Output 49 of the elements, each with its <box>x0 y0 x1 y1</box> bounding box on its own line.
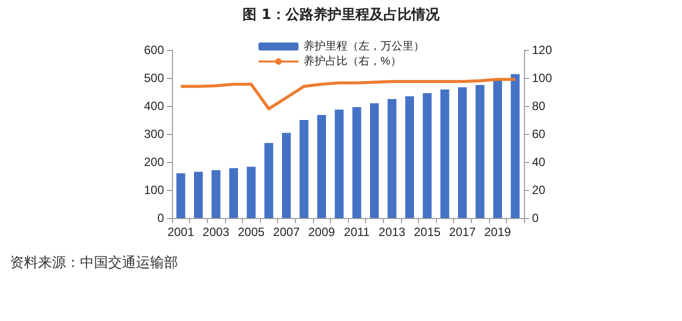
y2-tick-label: 60 <box>532 127 546 141</box>
x-tick-label: 2003 <box>202 225 230 239</box>
y-tick-label: 500 <box>144 71 164 85</box>
x-tick-label: 2005 <box>238 225 265 239</box>
x-tick-label: 2019 <box>484 225 512 239</box>
bar <box>212 170 220 218</box>
y2-tick-label: 20 <box>532 183 546 197</box>
bar <box>246 166 256 218</box>
chart-title: 图 1：公路养护里程及占比情况 <box>242 6 440 24</box>
bar <box>388 99 396 218</box>
x-tick-label: 2009 <box>308 225 336 239</box>
legend-label: 养护里程（左，万公里） <box>304 40 424 52</box>
x-tick-label: 2017 <box>449 225 476 239</box>
bar <box>176 173 186 218</box>
bar <box>300 120 308 218</box>
bar <box>317 114 326 218</box>
x-tick-label: 2013 <box>378 225 406 239</box>
x-tick-label: 2001 <box>167 225 194 239</box>
bar <box>352 107 362 218</box>
y-tick-label: 300 <box>144 127 164 141</box>
x-tick-label: 2011 <box>344 225 370 239</box>
y2-tick-label: 0 <box>532 211 539 225</box>
bar <box>493 80 502 218</box>
bar <box>370 103 379 218</box>
bar <box>422 93 432 218</box>
bar <box>476 85 484 218</box>
bar <box>458 87 467 218</box>
y2-tick-label: 40 <box>532 155 546 169</box>
bar <box>510 74 520 218</box>
x-tick-label: 2007 <box>273 225 300 239</box>
y-tick-label: 200 <box>144 155 164 169</box>
bar <box>229 168 238 218</box>
y2-tick-label: 120 <box>532 43 552 57</box>
text: 资料来源：中国交通运输部 <box>10 254 178 272</box>
bar <box>264 142 274 218</box>
bar <box>440 89 450 218</box>
bar <box>194 172 203 218</box>
y2-tick-label: 80 <box>532 99 546 113</box>
bar <box>282 132 291 218</box>
y-tick-label: 0 <box>157 211 164 225</box>
legend-label: 养护占比（右，%） <box>304 54 402 68</box>
y-tick-label: 600 <box>144 43 164 57</box>
y-tick-label: 400 <box>144 99 164 113</box>
bar <box>334 110 344 218</box>
y2-tick-label: 100 <box>532 71 552 85</box>
line-series <box>179 78 517 110</box>
x-tick-label: 2015 <box>414 225 441 239</box>
y-tick-label: 100 <box>144 183 164 197</box>
bar <box>405 96 414 218</box>
